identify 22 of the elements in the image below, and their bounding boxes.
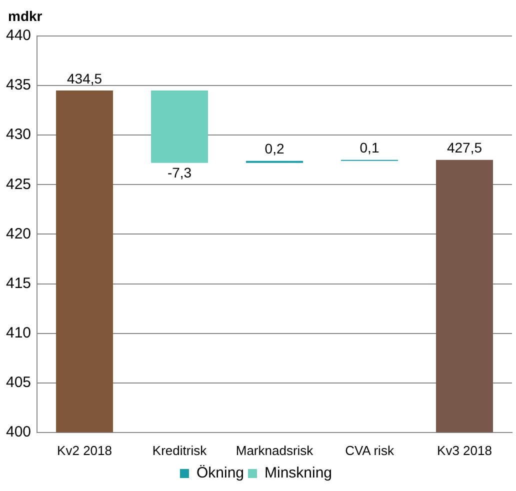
legend-label: Minskning bbox=[264, 464, 332, 482]
x-tick-label: Kv2 2018 bbox=[57, 442, 112, 458]
data-label: 434,5 bbox=[67, 70, 102, 86]
x-tick-label: Kreditrisk bbox=[152, 442, 208, 458]
data-label: 0,2 bbox=[264, 140, 284, 157]
y-tick-label: 410 bbox=[6, 324, 32, 342]
y-axis-title: mdkr bbox=[8, 8, 43, 24]
legend-label: Ökning bbox=[196, 464, 244, 482]
y-tick-label: 440 bbox=[6, 27, 32, 44]
y-tick-label: 430 bbox=[6, 126, 32, 144]
y-tick-label: 405 bbox=[6, 374, 32, 391]
data-label: 427,5 bbox=[446, 140, 482, 156]
y-tick-label: 425 bbox=[6, 176, 32, 193]
y-tick-label: 420 bbox=[6, 225, 32, 242]
y-tick-label: 415 bbox=[6, 274, 32, 292]
data-label: -7,3 bbox=[167, 164, 192, 181]
x-tick-label: Marknadsrisk bbox=[236, 442, 314, 458]
x-tick-label: CVA risk bbox=[345, 442, 394, 458]
y-tick-label: 435 bbox=[6, 76, 32, 94]
y-tick-label: 400 bbox=[6, 424, 32, 441]
data-label: 0,1 bbox=[360, 140, 380, 156]
x-tick-label: Kv3 2018 bbox=[437, 442, 492, 458]
